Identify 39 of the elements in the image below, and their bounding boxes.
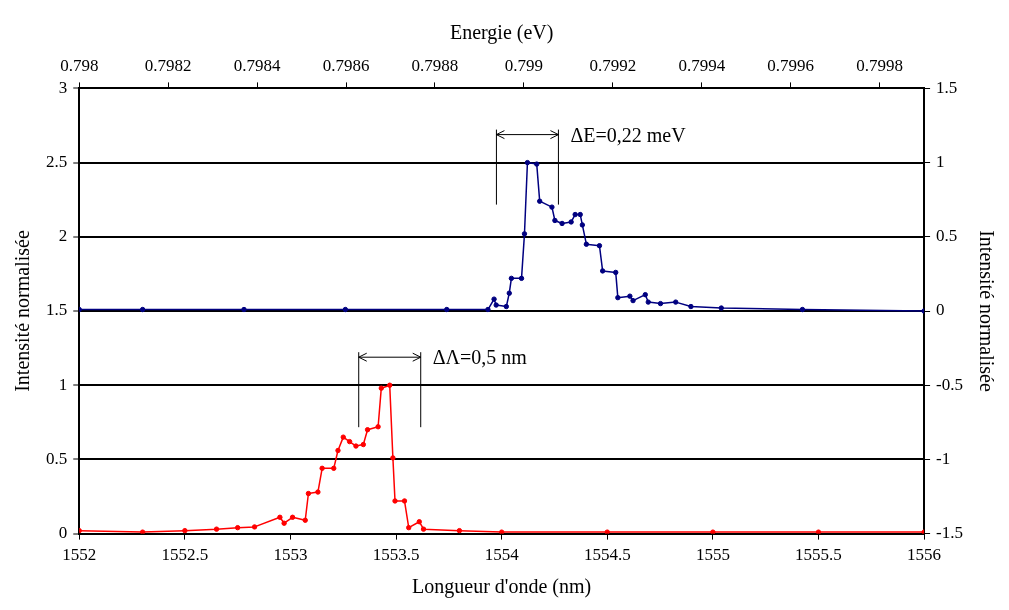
y-tick-label: 0.5 [46, 448, 68, 468]
x2-tick-label: 0.7996 [767, 55, 815, 75]
y-tick-label: 2.5 [46, 152, 68, 172]
x-tick-label: 1555 [695, 545, 730, 565]
x2-tick-label: 0.7986 [322, 55, 370, 75]
y2-tick-label: 0.5 [936, 226, 958, 246]
x2-tick-label: 0.7998 [856, 55, 903, 75]
y2-tick-label: -1 [936, 448, 951, 468]
x-tick-label: 1555.5 [795, 545, 842, 565]
annotation: ΔΛ=0,5 nm [432, 346, 528, 369]
y-axis-title: Intensité normalisée [11, 230, 34, 392]
x2-tick-label: 0.798 [60, 55, 99, 75]
y2-tick-label: -0.5 [936, 374, 964, 394]
y2-axis-title: Intensité normalisée [975, 230, 998, 392]
y2-tick-label: 1 [936, 152, 945, 172]
y-tick-label: 1 [58, 374, 68, 394]
y-tick-label: 2 [58, 226, 68, 246]
y2-tick-label: 1.5 [936, 77, 958, 97]
x2-axis-title: Energie (eV) [449, 21, 554, 45]
x2-tick-label: 0.7994 [678, 55, 726, 75]
x-tick-label: 1554.5 [583, 545, 631, 565]
annotation: ΔE=0,22 meV [570, 123, 687, 146]
y-tick-label: 1.5 [46, 300, 68, 320]
x2-tick-label: 0.7982 [144, 55, 192, 75]
x-tick-label: 1552 [62, 545, 97, 565]
x2-tick-label: 0.7992 [589, 55, 637, 75]
x-tick-label: 1553.5 [372, 545, 420, 565]
x-tick-label: 1554 [484, 545, 520, 565]
x2-tick-label: 0.7988 [411, 55, 459, 75]
y2-tick-label: -1.5 [936, 523, 964, 543]
y-tick-label: 0 [58, 523, 68, 543]
y2-tick-label: 0 [936, 300, 945, 320]
x2-tick-label: 0.799 [504, 55, 544, 75]
x-tick-label: 1556 [907, 545, 942, 565]
x-tick-label: 1553 [273, 545, 308, 565]
y-tick-label: 3 [58, 77, 68, 97]
x2-tick-label: 0.7984 [233, 55, 281, 75]
x-axis-title: Longueur d'onde (nm) [412, 575, 592, 599]
x-tick-label: 1552.5 [161, 545, 209, 565]
